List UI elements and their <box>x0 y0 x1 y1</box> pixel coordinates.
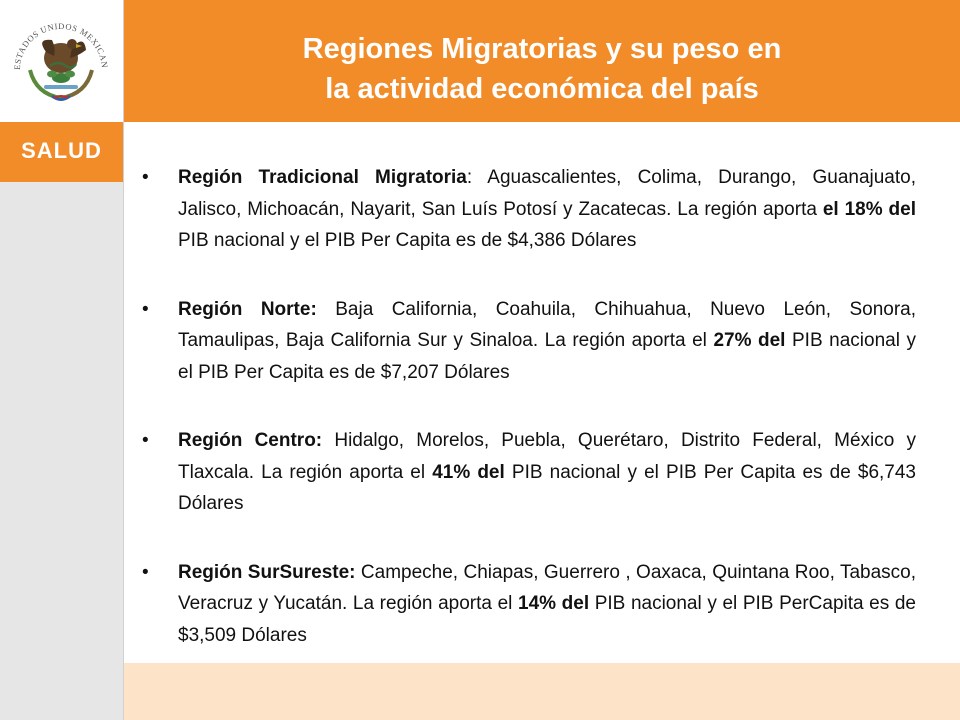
region-states: Aguascalientes, Colima, Durango, Guanaju… <box>178 167 916 220</box>
region-name: Región Tradicional Migratoria <box>178 167 467 188</box>
list-item: • Región Norte: Baja California, Coahuil… <box>140 294 916 389</box>
region-separator <box>322 430 334 451</box>
region-separator: : <box>466 167 488 188</box>
region-states: Hidalgo, Morelos, Puebla, Querétaro, Dis… <box>178 430 917 483</box>
region-name: Región Norte: <box>178 298 317 320</box>
region-separator <box>317 299 335 320</box>
region-states: Baja California, Coahuila, Chihuahua, Nu… <box>178 298 916 352</box>
page-title: Regiones Migratorias y su peso en la act… <box>124 29 960 109</box>
title-line-2: la actividad económica del país <box>325 73 759 105</box>
region-share: 27% del <box>713 330 786 351</box>
bullet-icon: • <box>142 561 149 583</box>
region-name: Región Centro: <box>178 430 323 451</box>
mexico-coat-of-arms-icon: ESTADOS UNIDOS MEXICANOS <box>6 8 109 101</box>
region-rest: PIB nacional y el PIB Per Capita es de $… <box>178 230 637 251</box>
region-share: el 18% del <box>822 198 916 220</box>
region-share: 14% del <box>518 593 590 614</box>
bullet-icon: • <box>142 167 149 188</box>
list-item: • Región Tradicional Migratoria: Aguasca… <box>140 162 916 257</box>
bullet-icon: • <box>142 298 149 320</box>
salud-label: SALUD <box>21 138 102 163</box>
region-rest: PIB nacional y el PIB Per Capita es de $… <box>178 461 916 515</box>
list-item: • Región Centro: Hidalgo, Morelos, Puebl… <box>140 425 916 520</box>
regions-list: • Región Tradicional Migratoria: Aguasca… <box>140 162 916 651</box>
region-name: Región SurSureste: <box>178 561 356 583</box>
bullet-icon: • <box>142 430 149 451</box>
title-line-1: Regiones Migratorias y su peso en <box>302 33 782 65</box>
content-area: • Región Tradicional Migratoria: Aguasca… <box>140 162 916 688</box>
region-rest: PIB nacional y el PIB PerCapita es de $3… <box>178 593 916 646</box>
logo-area: ESTADOS UNIDOS MEXICANOS <box>0 0 123 122</box>
bottom-band <box>124 663 960 720</box>
region-states: Campeche, Chiapas, Guerrero , Oaxaca, Qu… <box>178 561 916 615</box>
region-rest: PIB nacional y el PIB Per Capita es de $… <box>178 330 916 383</box>
region-share: 41% del <box>432 461 505 483</box>
header-band <box>124 0 960 122</box>
sidebar-divider <box>123 0 124 720</box>
list-item: • Región SurSureste: Campeche, Chiapas, … <box>140 557 916 652</box>
salud-band <box>0 122 123 182</box>
